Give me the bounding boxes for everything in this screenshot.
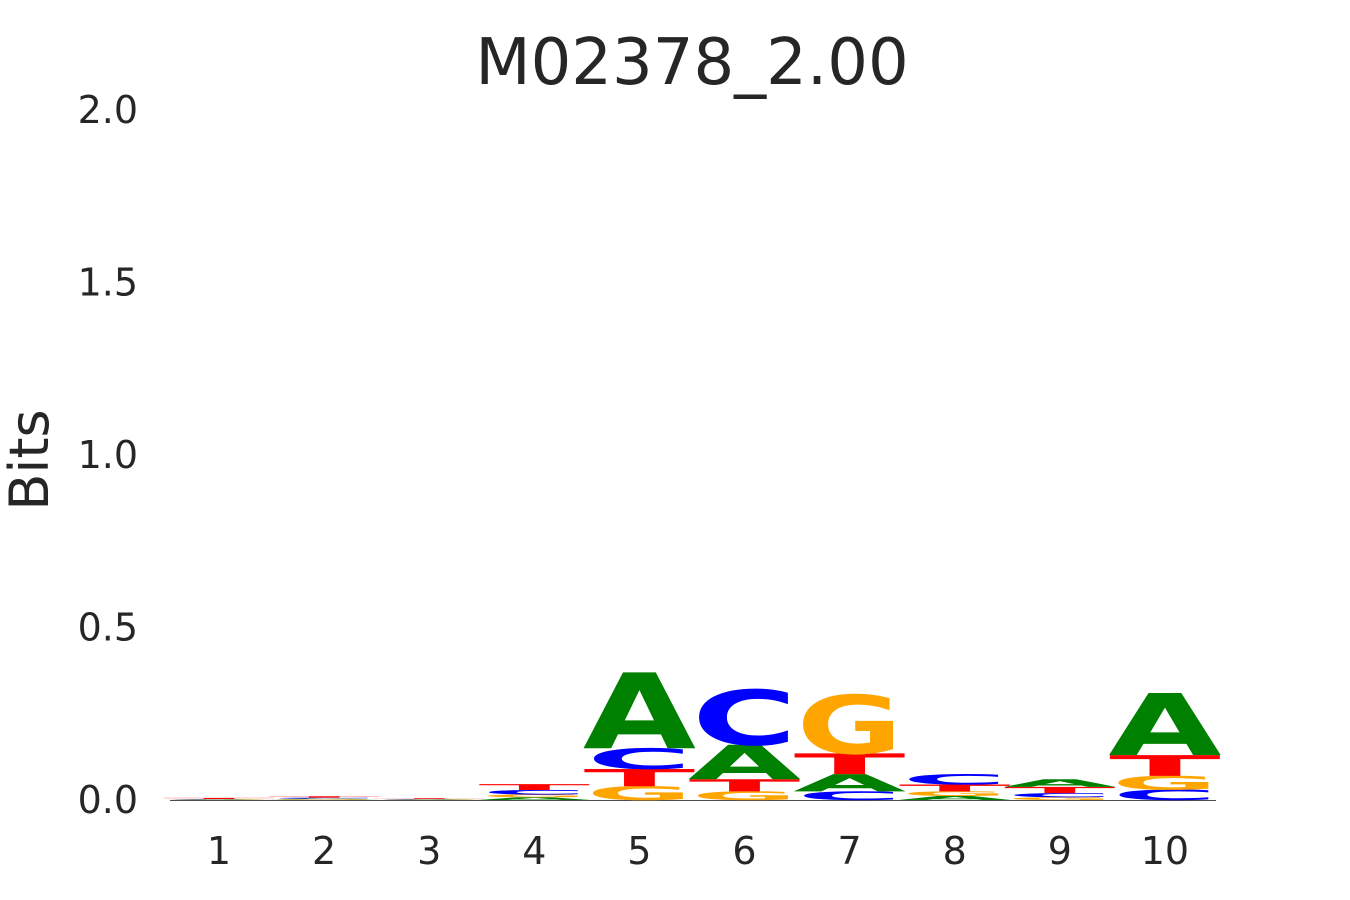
x-tick-label: 10 (1141, 829, 1189, 873)
x-tick-label: 2 (312, 829, 336, 873)
logo-letter-G: G (166, 800, 272, 801)
y-axis-label: Bits (0, 409, 61, 510)
logo-letter-C: C (1112, 787, 1217, 803)
x-tick-label: 5 (627, 829, 651, 873)
logo-letter-T: T (1004, 785, 1116, 795)
logo-letter-T: T (1109, 749, 1221, 782)
logo-letter-G: G (1112, 772, 1218, 794)
logo-letter-G: G (376, 800, 482, 801)
logo-letter-G: G (271, 799, 377, 800)
x-tick-label: 6 (732, 829, 756, 873)
logo-letter-A: A (373, 799, 486, 800)
logo-letter-A: A (1003, 777, 1116, 789)
logo-letter-T: T (478, 783, 590, 792)
logo-letter-A: A (268, 798, 381, 799)
y-tick-label: 1.0 (78, 433, 138, 477)
logo-letter-C: C (587, 743, 692, 776)
logo-letter-C: C (482, 789, 587, 796)
logo-letter-C: C (692, 675, 797, 763)
logo-letter-G: G (586, 782, 692, 804)
x-tick-label: 8 (943, 829, 967, 873)
logo-letter-T: T (268, 796, 380, 798)
y-tick-label: 2.0 (78, 88, 138, 132)
logo-letter-A: A (583, 651, 696, 772)
y-tick-label: 1.5 (78, 261, 138, 305)
logo-letter-C: C (166, 799, 271, 800)
chart-title: M02378_2.00 (475, 26, 908, 100)
logo-letter-A: A (478, 797, 591, 801)
x-tick-label: 3 (417, 829, 441, 873)
logo-letter-C: C (902, 772, 1007, 788)
logo-letter-A: A (793, 769, 906, 797)
logo-letter-A: A (1108, 677, 1221, 776)
logo-letter-G: G (902, 790, 1008, 797)
logo-letter-T: T (794, 748, 906, 781)
x-tick-label: 9 (1048, 829, 1072, 873)
x-tick-label: 4 (522, 829, 546, 873)
logo-letter-C: C (1007, 792, 1112, 799)
logo-letter-G: G (797, 679, 903, 773)
logo-letter-T: T (163, 798, 275, 800)
x-axis-ticks: 1 2 3 4 5 6 7 8 9 10 (207, 829, 1189, 873)
x-tick-label: 1 (207, 829, 231, 873)
logo-letter-T: T (584, 764, 696, 792)
y-tick-label: 0.5 (78, 606, 138, 650)
logo-letter-T: T (373, 798, 485, 799)
logo-letter-A: A (688, 735, 801, 790)
logo-letter-T: T (689, 776, 801, 795)
logo-letter-C: C (272, 797, 377, 799)
logo-letter-G: G (1007, 796, 1113, 800)
logo-letter-T: T (899, 783, 1011, 794)
y-tick-label: 0.0 (78, 778, 138, 822)
logo-letter-G: G (692, 789, 798, 803)
y-axis-ticks: 0.0 0.5 1.0 1.5 2.0 (78, 88, 138, 822)
logo-letter-A: A (898, 795, 1011, 802)
logo-letter-G: G (481, 794, 587, 798)
x-tick-label: 7 (838, 829, 862, 873)
logo-letter-C: C (377, 799, 482, 800)
logo-letter-A: A (162, 799, 275, 800)
logo-letter-C: C (797, 789, 902, 803)
